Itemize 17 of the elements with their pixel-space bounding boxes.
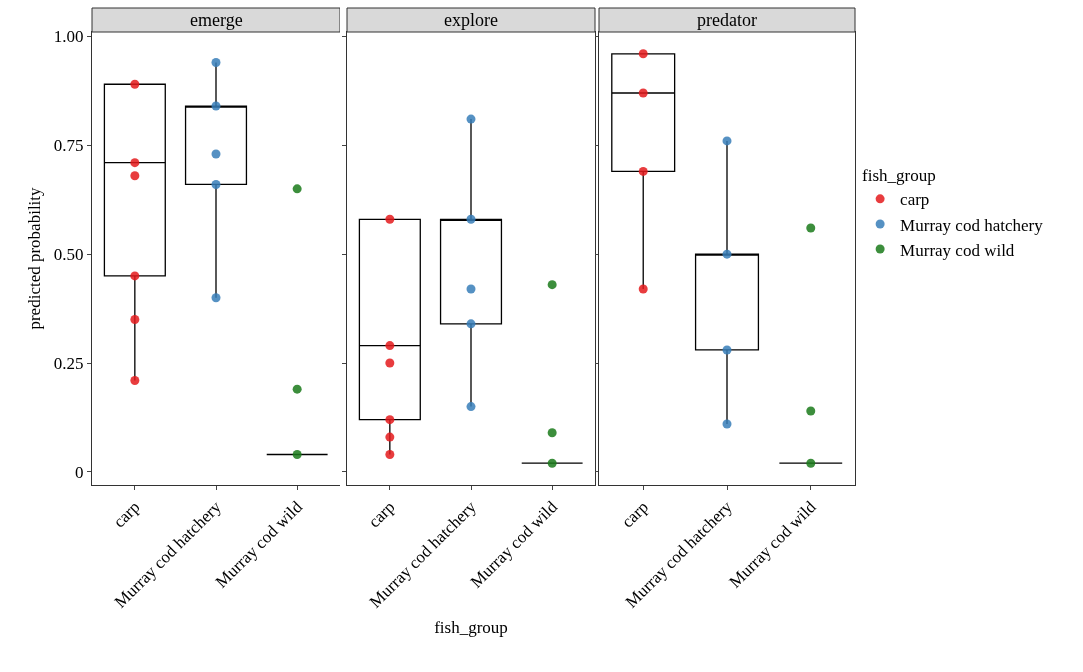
y-tick-label: 0.75 [53,136,84,156]
chart-title: explore [444,10,498,30]
legend-title: fish_group [862,166,936,186]
legend-label: Murray cod wild [900,240,1015,260]
y-tick-label: 0.25 [53,353,84,373]
chart-title: predator [697,10,757,30]
legend-label: carp [900,190,930,210]
x-tick-label: carp [617,497,653,532]
x-tick-label: carp [364,497,399,532]
legend-label: Murray cod hatchery [900,215,1044,235]
x-axis-title: fish_group [434,617,508,637]
y-tick-label: 1.00 [53,27,84,47]
y-axis-title: predicted probability [25,186,45,330]
y-tick-label: 0.50 [53,245,84,265]
y-tick-label: 0 [75,462,84,482]
chart-title: emerge [190,10,243,30]
x-tick-label: carp [109,497,144,532]
